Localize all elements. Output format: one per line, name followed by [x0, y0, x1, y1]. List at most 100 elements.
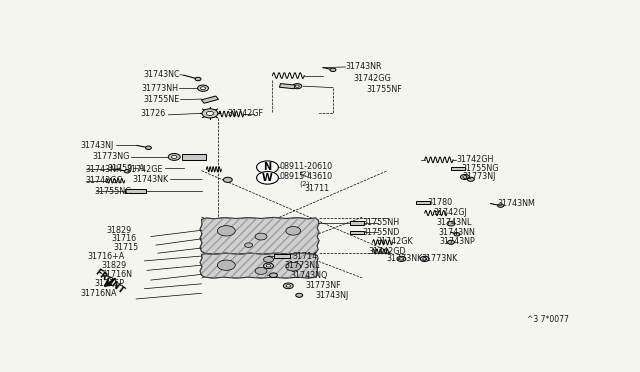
Circle shape	[257, 161, 278, 173]
Circle shape	[244, 243, 253, 247]
Polygon shape	[350, 221, 364, 225]
Text: 31742GG: 31742GG	[354, 74, 392, 83]
Circle shape	[266, 264, 271, 267]
Text: 31714: 31714	[292, 251, 317, 260]
Circle shape	[264, 257, 273, 262]
Circle shape	[330, 68, 336, 71]
Circle shape	[206, 111, 214, 115]
Text: 31780: 31780	[428, 198, 452, 207]
Text: 31743NN: 31743NN	[438, 228, 475, 237]
Text: 31743NR: 31743NR	[346, 62, 382, 71]
Polygon shape	[275, 254, 291, 258]
Text: 31773NH: 31773NH	[141, 84, 178, 93]
Text: 31773NL: 31773NL	[284, 261, 320, 270]
Text: 31755NC: 31755NC	[95, 187, 132, 196]
Text: N: N	[264, 162, 271, 172]
Polygon shape	[202, 96, 218, 103]
Text: ^3 7*0077: ^3 7*0077	[527, 315, 568, 324]
Circle shape	[447, 221, 455, 226]
Text: 31743NP: 31743NP	[439, 237, 475, 246]
Text: 31742GC: 31742GC	[85, 176, 122, 185]
Polygon shape	[416, 201, 430, 205]
Polygon shape	[280, 84, 295, 89]
Polygon shape	[182, 154, 207, 160]
Text: 31742GK: 31742GK	[376, 237, 413, 246]
Text: 31715P: 31715P	[95, 279, 125, 288]
Circle shape	[124, 170, 130, 173]
Circle shape	[498, 204, 504, 207]
Text: 31755ND: 31755ND	[363, 228, 400, 237]
Text: 31711: 31711	[304, 184, 330, 193]
Text: 31755NG: 31755NG	[461, 164, 499, 173]
Text: 31716: 31716	[112, 234, 137, 243]
Polygon shape	[451, 167, 465, 170]
Text: 31829: 31829	[107, 226, 132, 235]
Text: 08915-43610: 08915-43610	[280, 173, 333, 182]
Polygon shape	[200, 217, 319, 254]
Circle shape	[255, 267, 267, 275]
Circle shape	[195, 77, 201, 81]
Text: (2): (2)	[300, 181, 310, 187]
Circle shape	[467, 177, 474, 181]
Circle shape	[422, 258, 427, 260]
Circle shape	[202, 109, 218, 118]
Circle shape	[269, 273, 277, 278]
Text: 31742GF: 31742GF	[228, 109, 264, 118]
Circle shape	[460, 174, 469, 180]
Text: 31742GE: 31742GE	[127, 165, 163, 174]
Circle shape	[200, 87, 205, 90]
Text: 31742GD: 31742GD	[369, 247, 406, 256]
Text: 31743NM: 31743NM	[498, 199, 536, 208]
Text: 31743NJ: 31743NJ	[316, 291, 349, 300]
Text: 31742GJ: 31742GJ	[433, 208, 467, 217]
Text: 31743NC: 31743NC	[143, 70, 180, 79]
Text: 31716+A: 31716+A	[88, 251, 125, 260]
Circle shape	[292, 84, 301, 89]
Text: 31759+A: 31759+A	[107, 164, 145, 173]
Circle shape	[264, 263, 273, 269]
Circle shape	[223, 177, 232, 182]
Polygon shape	[350, 231, 364, 234]
Circle shape	[284, 283, 293, 289]
Text: 31773NJ: 31773NJ	[463, 173, 496, 182]
Text: 31743NQ: 31743NQ	[291, 271, 328, 280]
Circle shape	[463, 176, 467, 178]
Text: FRONT: FRONT	[93, 267, 126, 296]
Circle shape	[218, 260, 236, 270]
Text: 08911-20610: 08911-20610	[280, 162, 333, 171]
Text: 31829: 31829	[102, 261, 127, 270]
Circle shape	[218, 226, 236, 236]
Text: 31755NE: 31755NE	[143, 95, 179, 104]
Circle shape	[168, 154, 180, 160]
Text: 31743NK: 31743NK	[132, 175, 168, 184]
Circle shape	[296, 293, 303, 297]
Circle shape	[286, 262, 301, 271]
Circle shape	[257, 171, 278, 184]
Text: 31773NK: 31773NK	[421, 254, 458, 263]
Circle shape	[255, 233, 267, 240]
Text: 31755NH: 31755NH	[363, 218, 400, 227]
Circle shape	[447, 240, 454, 244]
Text: 31743NJ: 31743NJ	[81, 141, 114, 150]
Text: 31715: 31715	[113, 243, 138, 252]
Text: 31773NF: 31773NF	[306, 281, 341, 290]
Polygon shape	[200, 253, 318, 278]
Polygon shape	[125, 189, 146, 193]
Text: 31726: 31726	[140, 109, 165, 118]
Text: 31773NK: 31773NK	[387, 254, 423, 263]
Text: W: W	[262, 173, 273, 183]
Text: (2): (2)	[300, 170, 310, 177]
Text: 31743NL: 31743NL	[436, 218, 472, 227]
Text: 31773NG: 31773NG	[92, 153, 129, 161]
Text: 31742GH: 31742GH	[456, 155, 493, 164]
Circle shape	[454, 232, 460, 236]
Text: 31716N: 31716N	[101, 270, 132, 279]
Circle shape	[399, 258, 403, 260]
Circle shape	[397, 256, 406, 262]
Circle shape	[286, 227, 301, 235]
Text: 31743NH: 31743NH	[85, 165, 122, 174]
Text: 31716NA: 31716NA	[80, 289, 116, 298]
Circle shape	[198, 85, 209, 92]
Text: 31755NF: 31755NF	[367, 86, 403, 94]
Circle shape	[420, 256, 429, 262]
